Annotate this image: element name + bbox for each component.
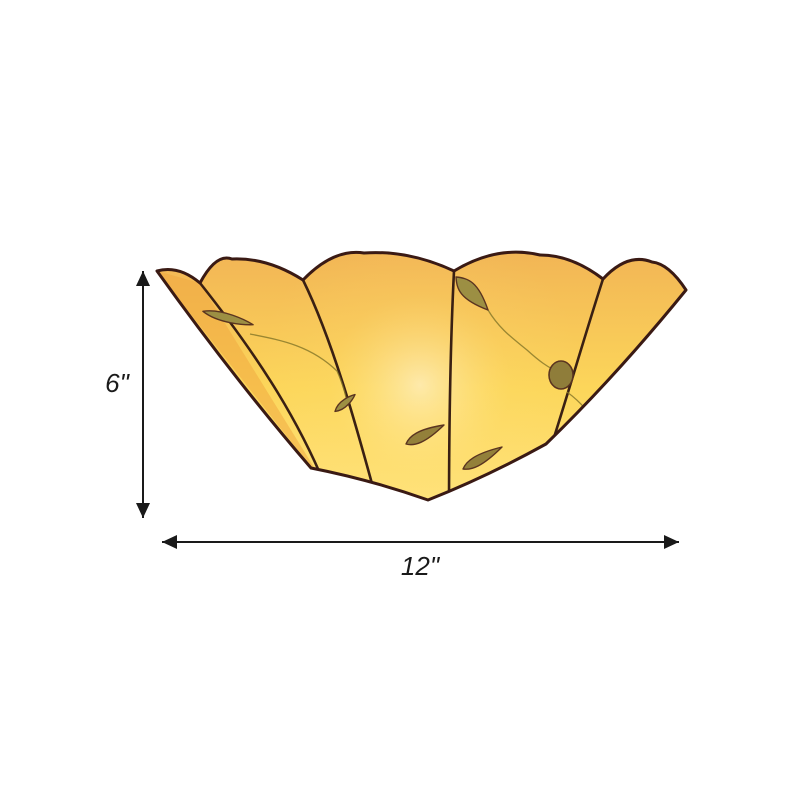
svg-text:6": 6" [105, 368, 130, 398]
svg-text:12": 12" [401, 551, 441, 581]
